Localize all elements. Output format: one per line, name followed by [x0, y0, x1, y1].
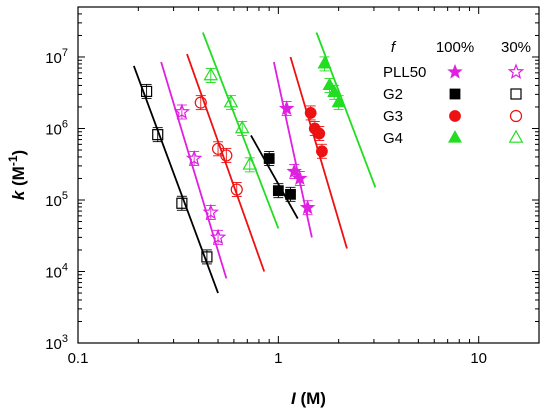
data-point-g4-f30 — [242, 156, 258, 170]
tick-labels: 0.1 1 10 103 104 105 106 107 — [45, 47, 487, 367]
data-point-g4-f100 — [322, 77, 337, 91]
y-tick-label: 106 — [45, 118, 68, 138]
legend-marker-g3-30 — [509, 109, 523, 123]
fit-line-g4-f100 — [315, 32, 377, 188]
legend-header-30: 30% — [501, 39, 531, 56]
data-point-pll50-f100 — [278, 100, 295, 116]
x-tick-label: 0.1 — [68, 350, 89, 367]
data-point-g4-f30 — [234, 120, 250, 134]
legend-marker-pll50-30 — [507, 63, 525, 80]
data-point-pll50-f30 — [185, 149, 203, 166]
data-markers — [141, 56, 346, 263]
data-point-g4-f100 — [317, 56, 332, 69]
data-point-g3-f100 — [316, 145, 328, 158]
x-tick-label: 1 — [274, 350, 282, 367]
fit-lines — [133, 32, 377, 294]
fit-line-g2-f100 — [250, 134, 299, 219]
data-point-pll50-f100 — [286, 163, 302, 179]
error-bars — [141, 56, 344, 265]
plot-frame-rect — [77, 6, 540, 344]
data-point-g4-f30 — [203, 67, 219, 81]
legend-label-pll50: PLL50 — [383, 64, 426, 81]
y-tick-label: 103 — [45, 333, 68, 353]
data-point-g3-f30 — [220, 149, 233, 162]
data-point-g2-f100 — [272, 185, 284, 197]
data-point-g2-f30 — [141, 85, 153, 98]
data-point-g3-f100 — [304, 107, 317, 119]
data-point-pll50-f30 — [209, 228, 227, 245]
legend-marker-pll50-100 — [447, 63, 463, 79]
y-tick-label: 107 — [45, 47, 68, 67]
legend-marker-g2-30 — [510, 88, 522, 100]
legend-label-g2: G2 — [383, 86, 403, 103]
x-axis-title: I (M) — [291, 389, 326, 408]
fit-line-g4-f30 — [202, 32, 280, 229]
y-tick-label: 104 — [45, 261, 68, 281]
data-point-g3-f100 — [313, 127, 326, 140]
data-point-g4-f100 — [327, 84, 342, 97]
data-point-g2-f100 — [285, 188, 296, 200]
legend-label-g3: G3 — [383, 108, 403, 125]
data-point-pll50-f100 — [299, 199, 316, 215]
x-tick-label: 10 — [470, 350, 487, 367]
data-point-g2-f100 — [263, 153, 275, 164]
legend: f 100% 30% PLL50 G2 G3 G4 — [383, 39, 531, 147]
data-point-g3-f30 — [194, 96, 207, 109]
y-tick-label: 105 — [45, 190, 68, 210]
legend-marker-g4-30 — [508, 129, 524, 143]
legend-marker-g4-100 — [448, 130, 462, 143]
data-point-g4-f30 — [223, 94, 239, 108]
data-point-g4-f100 — [331, 94, 346, 108]
axis-ticks — [77, 6, 540, 344]
legend-header-100: 100% — [436, 39, 474, 56]
data-point-pll50-f30 — [202, 203, 220, 220]
data-point-pll50-f100 — [292, 170, 308, 186]
plot-frame — [77, 6, 540, 344]
data-point-g2-f30 — [201, 251, 213, 263]
y-axis-title: k (M-1) — [6, 150, 28, 200]
data-point-pll50-f30 — [173, 103, 191, 120]
fit-line-pll50-f30 — [160, 61, 228, 279]
legend-label-g4: G4 — [383, 130, 403, 147]
data-point-g3-f30 — [211, 142, 225, 155]
data-point-g3-f30 — [230, 183, 243, 196]
fit-line-g2-f30 — [133, 65, 219, 294]
legend-marker-g3-100 — [449, 110, 461, 122]
data-point-g2-f30 — [176, 197, 188, 209]
legend-marker-g2-100 — [449, 88, 461, 100]
legend-header-f: f — [391, 39, 397, 56]
data-point-g2-f30 — [152, 129, 164, 141]
